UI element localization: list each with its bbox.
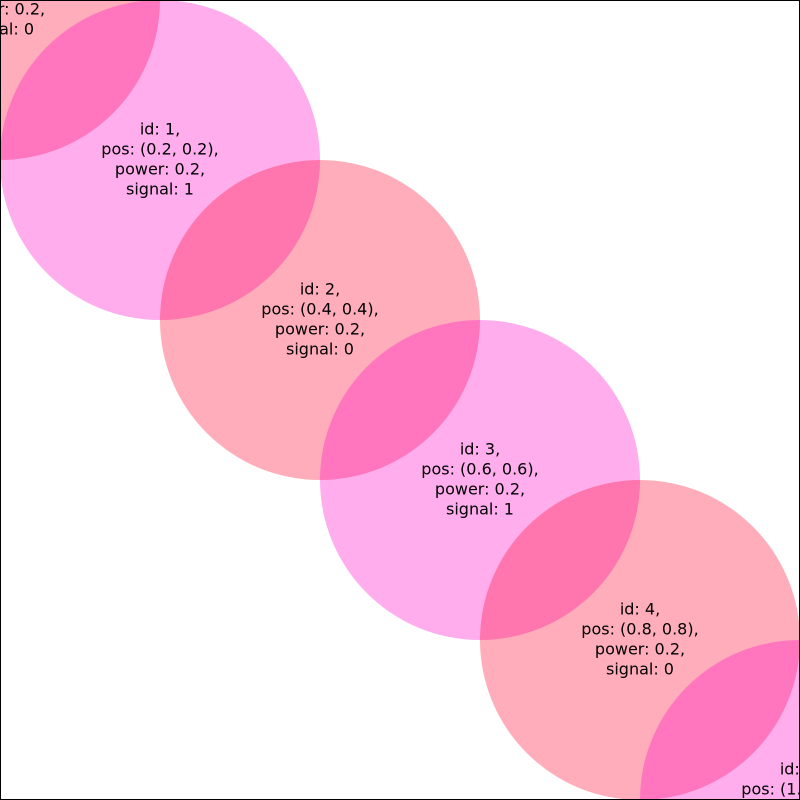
node-label: power: 0.2, bbox=[115, 160, 205, 179]
node-label: signal: 0 bbox=[0, 20, 34, 39]
node-label: pos: (0.8, 0.8), bbox=[581, 620, 698, 639]
node-label: signal: 0 bbox=[606, 660, 674, 679]
node-label: power: 0.2, bbox=[0, 0, 45, 19]
node-circle bbox=[480, 480, 800, 800]
node-circle bbox=[160, 160, 480, 480]
node-label: power: 0.2, bbox=[275, 320, 365, 339]
node-label: power: 0.2, bbox=[595, 640, 685, 659]
node-label: pos: (1.0, 1.0), bbox=[741, 780, 800, 799]
node-label: signal: 1 bbox=[126, 180, 194, 199]
node-circle bbox=[640, 640, 800, 800]
node-label: id: 2, bbox=[300, 280, 340, 299]
node-label: id: 4, bbox=[620, 600, 660, 619]
node-label: pos: (0.2, 0.2), bbox=[101, 140, 218, 159]
node-circle bbox=[0, 0, 160, 160]
node-label: signal: 0 bbox=[286, 340, 354, 359]
node-label: signal: 1 bbox=[446, 500, 514, 519]
node-circle bbox=[320, 320, 640, 640]
node-label: id: 3, bbox=[460, 440, 500, 459]
node-circle bbox=[0, 0, 320, 320]
node-label: pos: (0.6, 0.6), bbox=[421, 460, 538, 479]
node-label: id: 5, bbox=[780, 760, 800, 779]
node-label: power: 0.2, bbox=[435, 480, 525, 499]
node-label: pos: (0.4, 0.4), bbox=[261, 300, 378, 319]
node-label: id: 1, bbox=[140, 120, 180, 139]
